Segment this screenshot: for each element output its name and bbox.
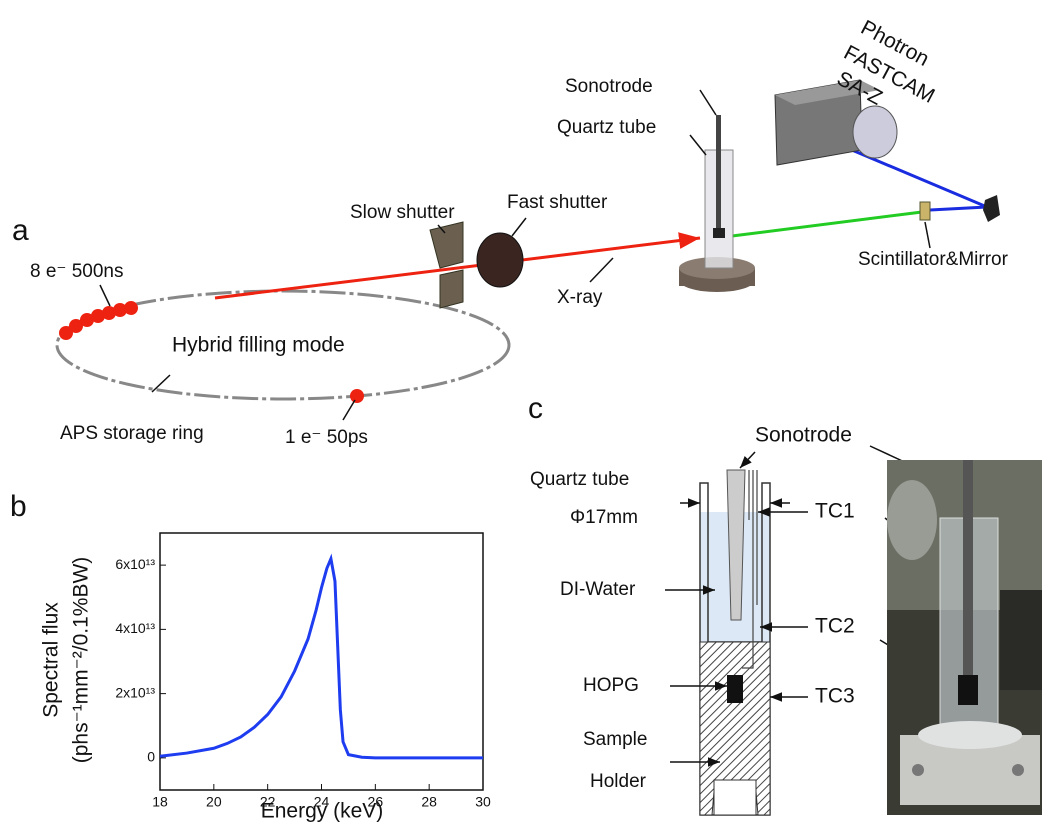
quartz-tube-label: Quartz tube (557, 117, 656, 138)
sonotrode (716, 115, 721, 235)
spectrum-line (159, 553, 483, 760)
panel-c: c Quartz tube Φ17mm DI-Water HOPG Sample… (528, 392, 1042, 816)
sonotrode-label: Sonotrode (755, 424, 852, 447)
y-tick-label: 0 (147, 749, 155, 765)
x-tick-label: 18 (152, 794, 168, 810)
water-label: DI-Water (560, 579, 636, 600)
tc1-label: TC1 (815, 500, 855, 523)
single-bunch-label: 1 e⁻ 50ps (285, 427, 368, 448)
holder-label: Holder (590, 771, 647, 792)
scintillator (919, 201, 931, 221)
panel-label: c (528, 392, 543, 425)
xray-label: X-ray (557, 287, 603, 308)
bunch-train-label: 8 e⁻ 500ns (30, 261, 124, 282)
y-tick-label: 4x10¹³ (115, 620, 155, 636)
quartz-tube-label: Quartz tube (530, 469, 629, 490)
mirror-light (839, 143, 988, 212)
slow-shutter-label: Slow shutter (350, 202, 455, 223)
fast-shutter (476, 232, 524, 288)
panel-b: b Energy (keV) Spectral flux (phs⁻¹mm⁻²/… (10, 490, 491, 823)
panel-a: a Sonotrode Quartz tube Photron FASTCAM … (12, 16, 1009, 448)
sonotrode-label: Sonotrode (565, 76, 653, 97)
tc2-label: TC2 (815, 615, 855, 638)
visible-light (731, 210, 923, 238)
panel-label: a (12, 214, 29, 247)
y-tick-label: 2x10¹³ (115, 684, 155, 700)
panel-label: b (10, 490, 27, 523)
x-tick-label: 28 (421, 794, 437, 810)
x-tick-label: 20 (206, 794, 222, 810)
hopg (727, 675, 743, 703)
x-tick-label: 26 (368, 794, 384, 810)
xray-beam (214, 232, 701, 300)
sonotrode (726, 469, 746, 621)
x-tick-label: 24 (314, 794, 330, 810)
diameter-label: Φ17mm (570, 507, 638, 528)
thermocouples (742, 470, 758, 669)
holder-label: Sample (583, 729, 647, 750)
photo (887, 460, 1042, 815)
y-axis-label: Spectral flux (40, 602, 63, 718)
mirror (983, 195, 1000, 222)
x-tick-label: 22 (260, 794, 276, 810)
single-bunch (350, 389, 364, 403)
y-tick-label: 6x10¹³ (115, 556, 155, 572)
fast-shutter-label: Fast shutter (507, 192, 608, 213)
scintillator-label: Scintillator&Mirror (858, 249, 1009, 270)
x-axis-label: Energy (keV) (261, 800, 384, 823)
x-tick-label: 30 (475, 794, 491, 810)
mode-label: Hybrid filling mode (172, 334, 345, 357)
ring-label: APS storage ring (60, 423, 204, 444)
y-axis-label: (phs⁻¹mm⁻²/0.1%BW) (70, 557, 93, 764)
bunch-train (59, 301, 138, 340)
slow-shutter (429, 221, 464, 309)
plot-frame (159, 532, 484, 791)
hopg-label: HOPG (583, 675, 639, 696)
tc3-label: TC3 (815, 685, 855, 708)
